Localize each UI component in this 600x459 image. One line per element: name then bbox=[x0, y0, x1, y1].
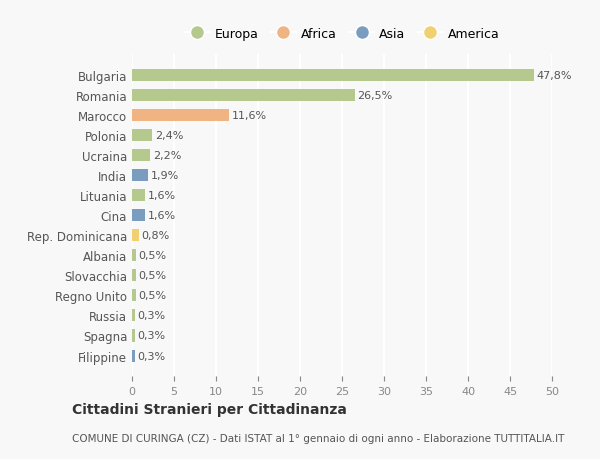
Bar bbox=[132, 110, 229, 122]
Text: 0,5%: 0,5% bbox=[139, 291, 167, 301]
Text: 47,8%: 47,8% bbox=[536, 71, 572, 81]
Text: Cittadini Stranieri per Cittadinanza: Cittadini Stranieri per Cittadinanza bbox=[72, 402, 347, 416]
Bar bbox=[132, 130, 152, 142]
Bar bbox=[132, 70, 533, 82]
Text: 1,9%: 1,9% bbox=[151, 171, 179, 181]
Text: 11,6%: 11,6% bbox=[232, 111, 267, 121]
Text: 2,2%: 2,2% bbox=[153, 151, 181, 161]
Text: 1,6%: 1,6% bbox=[148, 191, 176, 201]
Bar bbox=[132, 170, 148, 182]
Bar bbox=[132, 350, 134, 362]
Bar bbox=[132, 250, 136, 262]
Text: 0,3%: 0,3% bbox=[137, 311, 165, 321]
Bar bbox=[132, 210, 145, 222]
Text: 0,5%: 0,5% bbox=[139, 251, 167, 261]
Text: 2,4%: 2,4% bbox=[155, 131, 183, 141]
Legend: Europa, Africa, Asia, America: Europa, Africa, Asia, America bbox=[179, 23, 505, 46]
Bar bbox=[132, 90, 355, 102]
Bar bbox=[132, 290, 136, 302]
Text: 1,6%: 1,6% bbox=[148, 211, 176, 221]
Text: 0,8%: 0,8% bbox=[141, 231, 169, 241]
Text: 0,5%: 0,5% bbox=[139, 271, 167, 281]
Text: 0,3%: 0,3% bbox=[137, 331, 165, 341]
Bar bbox=[132, 270, 136, 282]
Bar bbox=[132, 150, 151, 162]
Bar bbox=[132, 190, 145, 202]
Bar bbox=[132, 310, 134, 322]
Bar bbox=[132, 230, 139, 242]
Text: 0,3%: 0,3% bbox=[137, 351, 165, 361]
Bar bbox=[132, 330, 134, 342]
Text: COMUNE DI CURINGA (CZ) - Dati ISTAT al 1° gennaio di ogni anno - Elaborazione TU: COMUNE DI CURINGA (CZ) - Dati ISTAT al 1… bbox=[72, 433, 565, 442]
Text: 26,5%: 26,5% bbox=[357, 91, 392, 101]
